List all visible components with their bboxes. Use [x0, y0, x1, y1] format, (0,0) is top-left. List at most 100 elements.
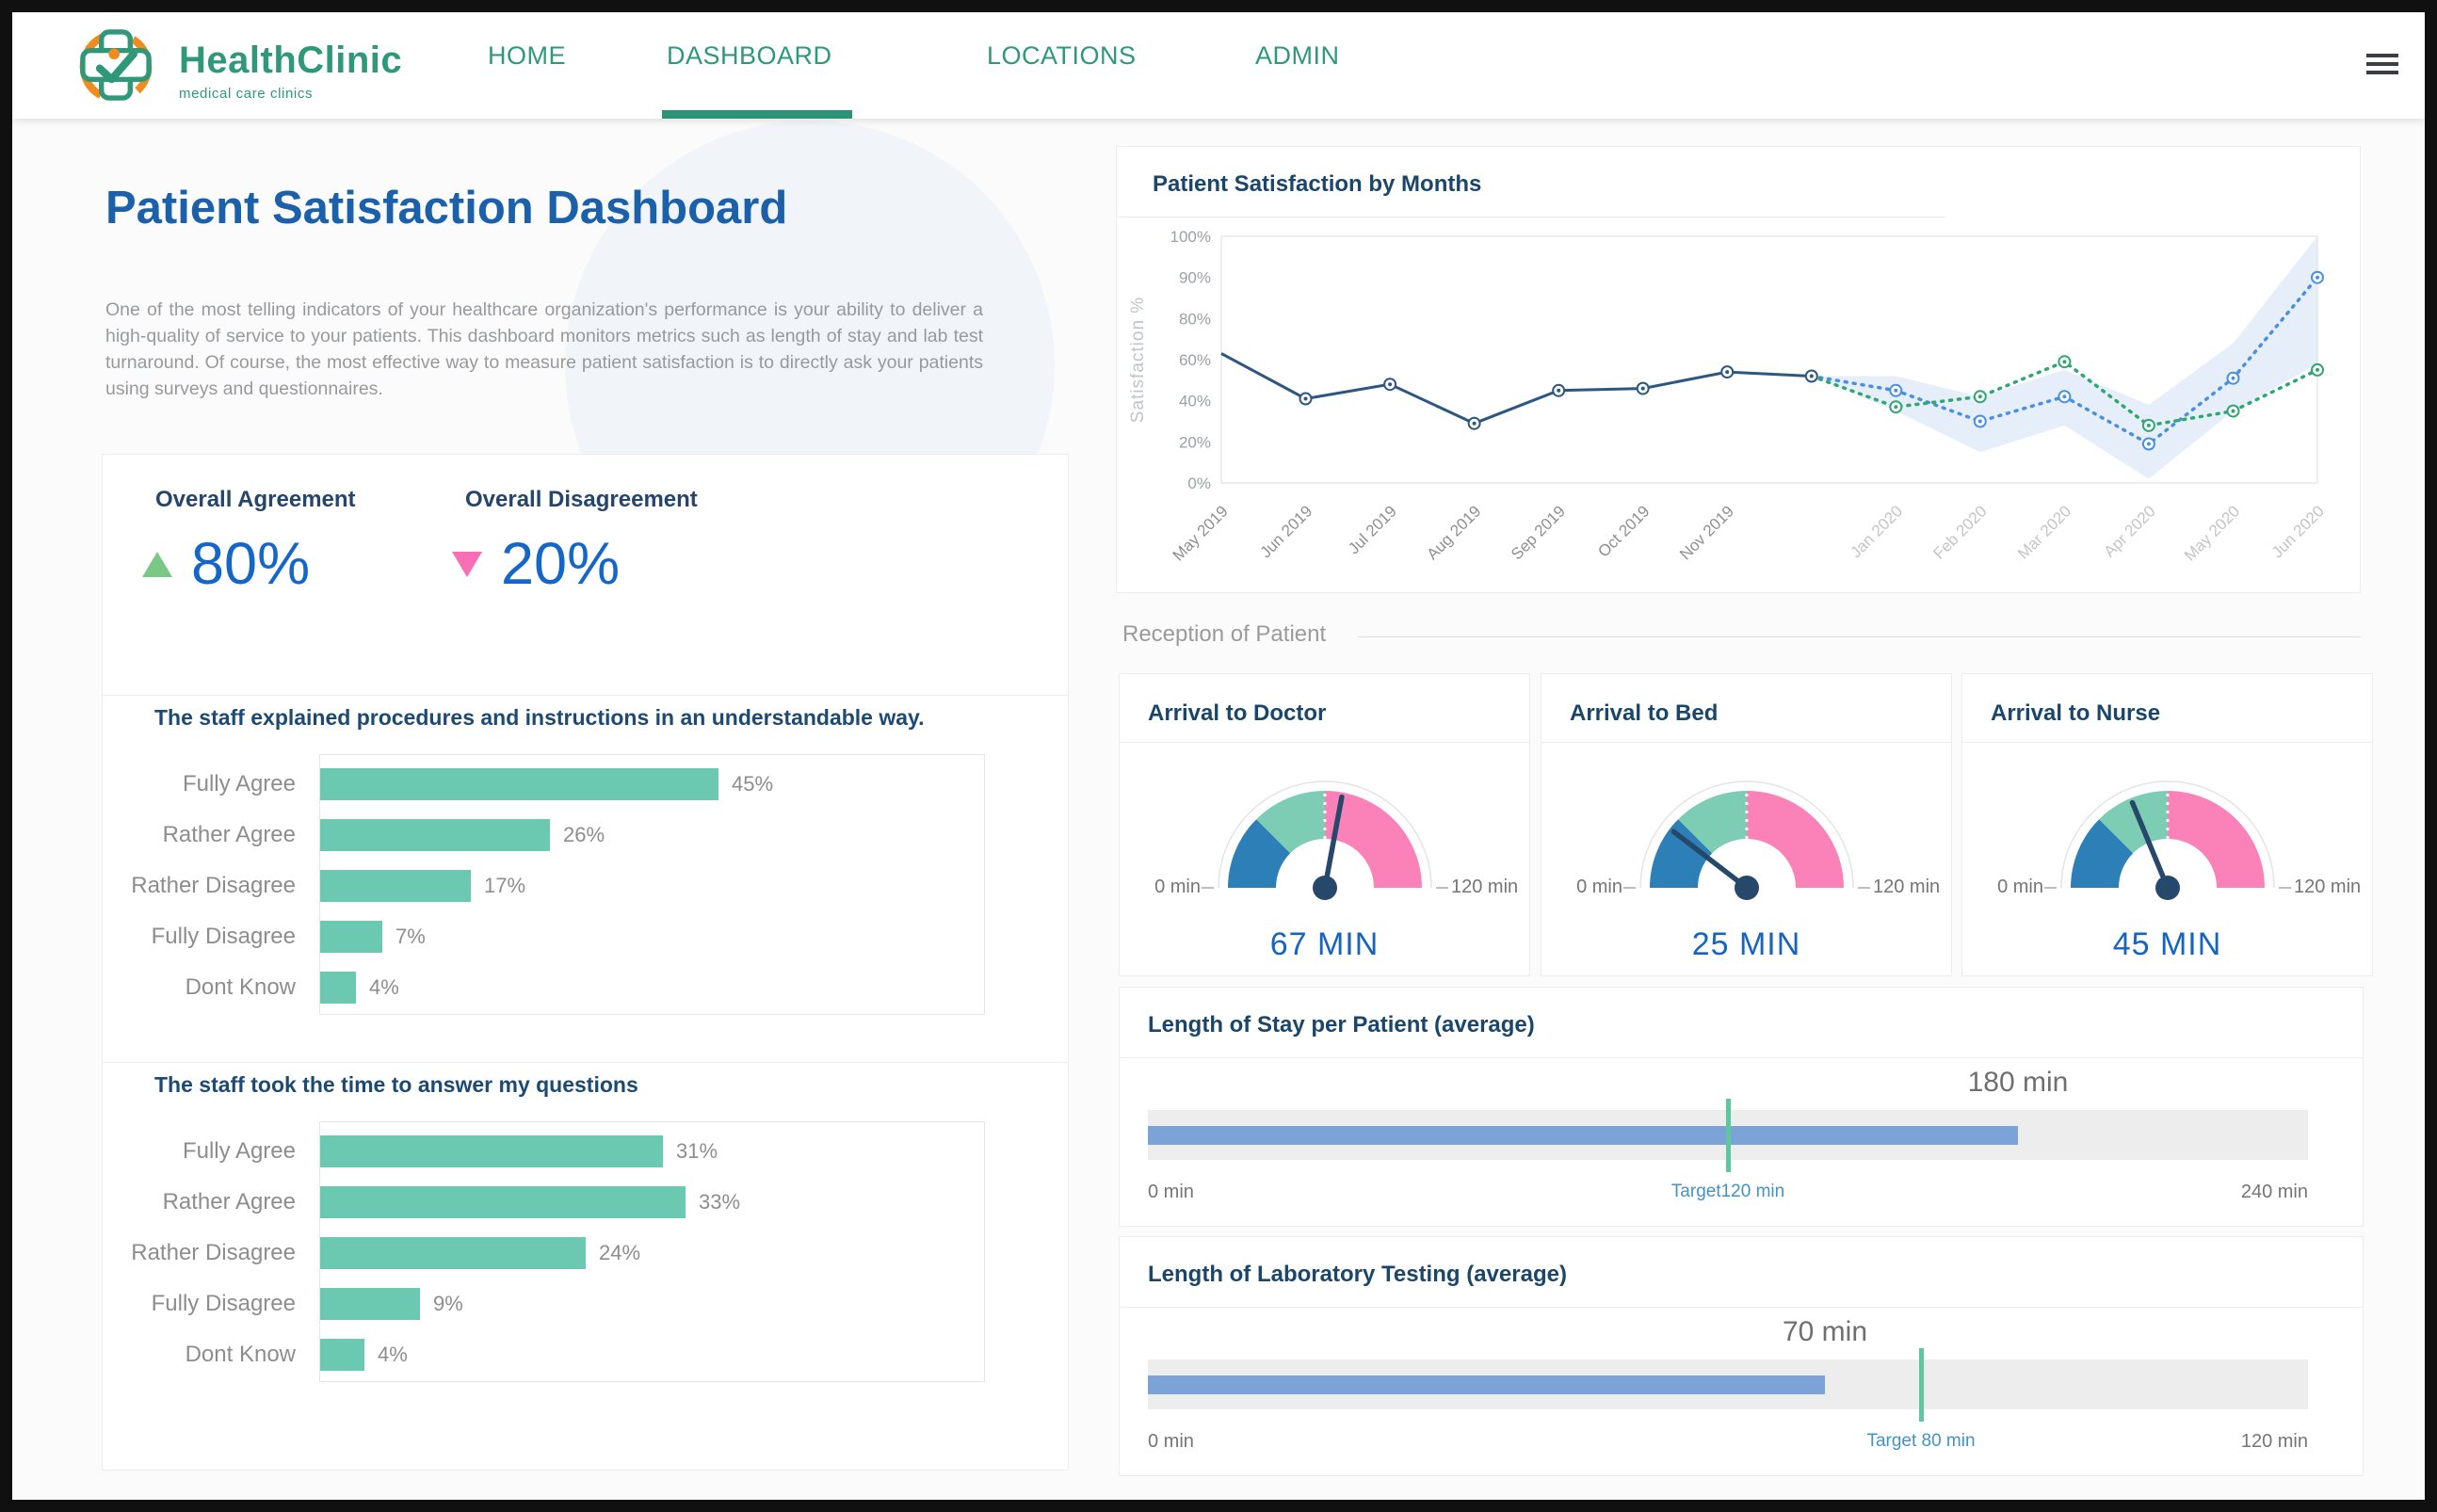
svg-text:Oct 2019: Oct 2019 — [1594, 502, 1653, 560]
overall-agreement-value: 80% — [191, 530, 310, 598]
svg-text:Feb 2020: Feb 2020 — [1929, 502, 1990, 562]
svg-text:Apr 2020: Apr 2020 — [2101, 502, 2159, 560]
bar-value-rather-agree: 33% — [699, 1186, 740, 1218]
category-label-fully-agree: Fully Agree — [103, 768, 296, 800]
nav-item-home[interactable]: HOME — [488, 41, 566, 71]
svg-text:40%: 40% — [1179, 393, 1211, 410]
gauge-value: 67 MIN — [1120, 926, 1529, 963]
svg-text:Jul 2019: Jul 2019 — [1345, 502, 1400, 557]
svg-text:Satisfaction %: Satisfaction % — [1128, 297, 1148, 423]
bullet-min-label: 0 min — [1148, 1182, 1194, 1203]
healthclinic-logo-icon — [73, 23, 158, 107]
category-label-fully-agree: Fully Agree — [103, 1135, 296, 1167]
overall-disagreement-value: 20% — [501, 530, 620, 598]
divider — [1962, 742, 2372, 743]
category-label-rather-agree: Rather Agree — [103, 819, 296, 851]
months-chart-title: Patient Satisfaction by Months — [1153, 171, 1481, 198]
arrival-to-bed-card: Arrival to Bed 0 min 120 min 25 MIN — [1541, 673, 1952, 976]
category-label-rather-disagree: Rather Disagree — [103, 1237, 296, 1269]
survey-chart-1-title: The staff explained procedures and instr… — [154, 705, 1002, 731]
divider — [1120, 1057, 2363, 1058]
svg-text:Jun 2019: Jun 2019 — [1256, 502, 1315, 561]
bar-fully-agree — [320, 1135, 663, 1167]
category-label-rather-agree: Rather Agree — [103, 1186, 296, 1218]
svg-text:May 2019: May 2019 — [1170, 502, 1232, 564]
gauge-min-label: 0 min — [1541, 877, 1622, 898]
divider — [1120, 1307, 2363, 1308]
divider — [1120, 742, 1529, 743]
satisfaction-by-months-card: Patient Satisfaction by Months 0% 20% 40% 6… — [1116, 146, 2361, 593]
bullet-value-label: 70 min — [1773, 1316, 1877, 1348]
bar-value-fully-agree: 45% — [732, 768, 773, 800]
brand-logo[interactable]: HealthClinic medical care clinics — [73, 23, 402, 107]
overall-disagreement-kpi: 20% — [452, 530, 620, 598]
satisfaction-line-chart: 0%20%40%60%80%90%100%Satisfaction %May 2… — [1117, 222, 2362, 594]
overall-agreement-kpi: 80% — [142, 530, 310, 598]
svg-text:Nov 2019: Nov 2019 — [1676, 502, 1737, 563]
svg-text:Jun 2020: Jun 2020 — [2268, 502, 2328, 561]
bar-value-fully-agree: 31% — [676, 1135, 718, 1167]
category-label-dont-know: Dont Know — [103, 1339, 296, 1371]
svg-text:Jan 2020: Jan 2020 — [1847, 502, 1906, 561]
bullet-min-label: 0 min — [1148, 1431, 1194, 1453]
gauge-title: Arrival to Nurse — [1991, 700, 2160, 727]
survey-chart-2: Fully Agree 31% Rather Agree 33% Rather Disa… — [103, 1121, 1068, 1394]
reception-section-label: Reception of Patient — [1122, 621, 1326, 648]
app-header: HealthClinic medical care clinics HOME DA… — [12, 12, 2425, 119]
bullet-title: Length of Stay per Patient (average) — [1148, 1012, 1535, 1038]
bar-value-dont-know: 4% — [378, 1339, 408, 1371]
bar-value-fully-disagree: 7% — [395, 921, 426, 953]
triangle-down-icon — [452, 552, 482, 577]
arrival-to-doctor-card: Arrival to Doctor 0 min 120 min 67 MIN — [1119, 673, 1530, 976]
page-description: One of the most telling indicators of yo… — [105, 297, 983, 402]
svg-text:Mar 2020: Mar 2020 — [2014, 502, 2074, 562]
gauge-value: 25 MIN — [1541, 926, 1951, 963]
brand-name: HealthClinic — [179, 40, 402, 82]
category-label-fully-disagree: Fully Disagree — [103, 1288, 296, 1320]
divider — [103, 695, 1068, 696]
bar-value-rather-agree: 26% — [563, 819, 605, 851]
gauge-max-label: 120 min — [2294, 877, 2388, 898]
svg-text:60%: 60% — [1179, 351, 1211, 369]
bullet-max-label: 240 min — [2120, 1182, 2308, 1203]
nav-item-admin[interactable]: ADMIN — [1255, 41, 1340, 71]
survey-chart-1: Fully Agree45%Rather Agree26%Rather Disa… — [103, 754, 1068, 1027]
svg-text:100%: 100% — [1170, 228, 1211, 246]
category-label-dont-know: Dont Know — [103, 972, 296, 1004]
bar-rather-agree — [320, 819, 550, 851]
bullet-title: Length of Laboratory Testing (average) — [1148, 1262, 1567, 1288]
svg-text:90%: 90% — [1179, 269, 1211, 287]
bullet-target-label: Target 80 min — [1827, 1431, 2015, 1452]
bar-dont-know — [320, 1339, 364, 1371]
gauge-max-label: 120 min — [1873, 877, 1967, 898]
nav-item-locations[interactable]: LOCATIONS — [987, 41, 1137, 71]
svg-text:0%: 0% — [1187, 475, 1211, 492]
bar-fully-disagree — [320, 1288, 420, 1320]
page-title: Patient Satisfaction Dashboard — [105, 182, 787, 234]
brand-tagline: medical care clinics — [179, 86, 402, 102]
bar-value-dont-know: 4% — [369, 972, 399, 1004]
nav-item-dashboard[interactable]: DASHBOARD — [667, 41, 832, 71]
gauge-title: Arrival to Doctor — [1148, 700, 1326, 727]
bar-fully-agree — [320, 768, 718, 800]
divider — [103, 1062, 1068, 1063]
bar-value-fully-disagree: 9% — [433, 1288, 463, 1320]
svg-text:Aug 2019: Aug 2019 — [1424, 502, 1485, 563]
svg-text:20%: 20% — [1179, 433, 1211, 451]
bullet-target-label: Target120 min — [1634, 1182, 1822, 1202]
section-rule — [1358, 636, 2361, 637]
bar-rather-disagree — [320, 1237, 586, 1269]
hamburger-menu-icon[interactable] — [2366, 54, 2398, 79]
bullet-value-label: 180 min — [1966, 1067, 2070, 1099]
bullet-bar — [1148, 1375, 1825, 1394]
overall-agreement-label: Overall Agreement — [155, 487, 356, 513]
bar-dont-know — [320, 972, 356, 1004]
gauge-min-label: 0 min — [1120, 877, 1201, 898]
gauge-title: Arrival to Bed — [1570, 700, 1718, 727]
nav-active-underline — [662, 110, 852, 119]
gauge-min-label: 0 min — [1962, 877, 2043, 898]
bar-value-rather-disagree: 17% — [484, 870, 525, 902]
bullet-bar — [1148, 1126, 2018, 1145]
length-of-lab-testing-card: Length of Laboratory Testing (average) 7… — [1119, 1236, 2364, 1476]
divider — [1541, 742, 1951, 743]
